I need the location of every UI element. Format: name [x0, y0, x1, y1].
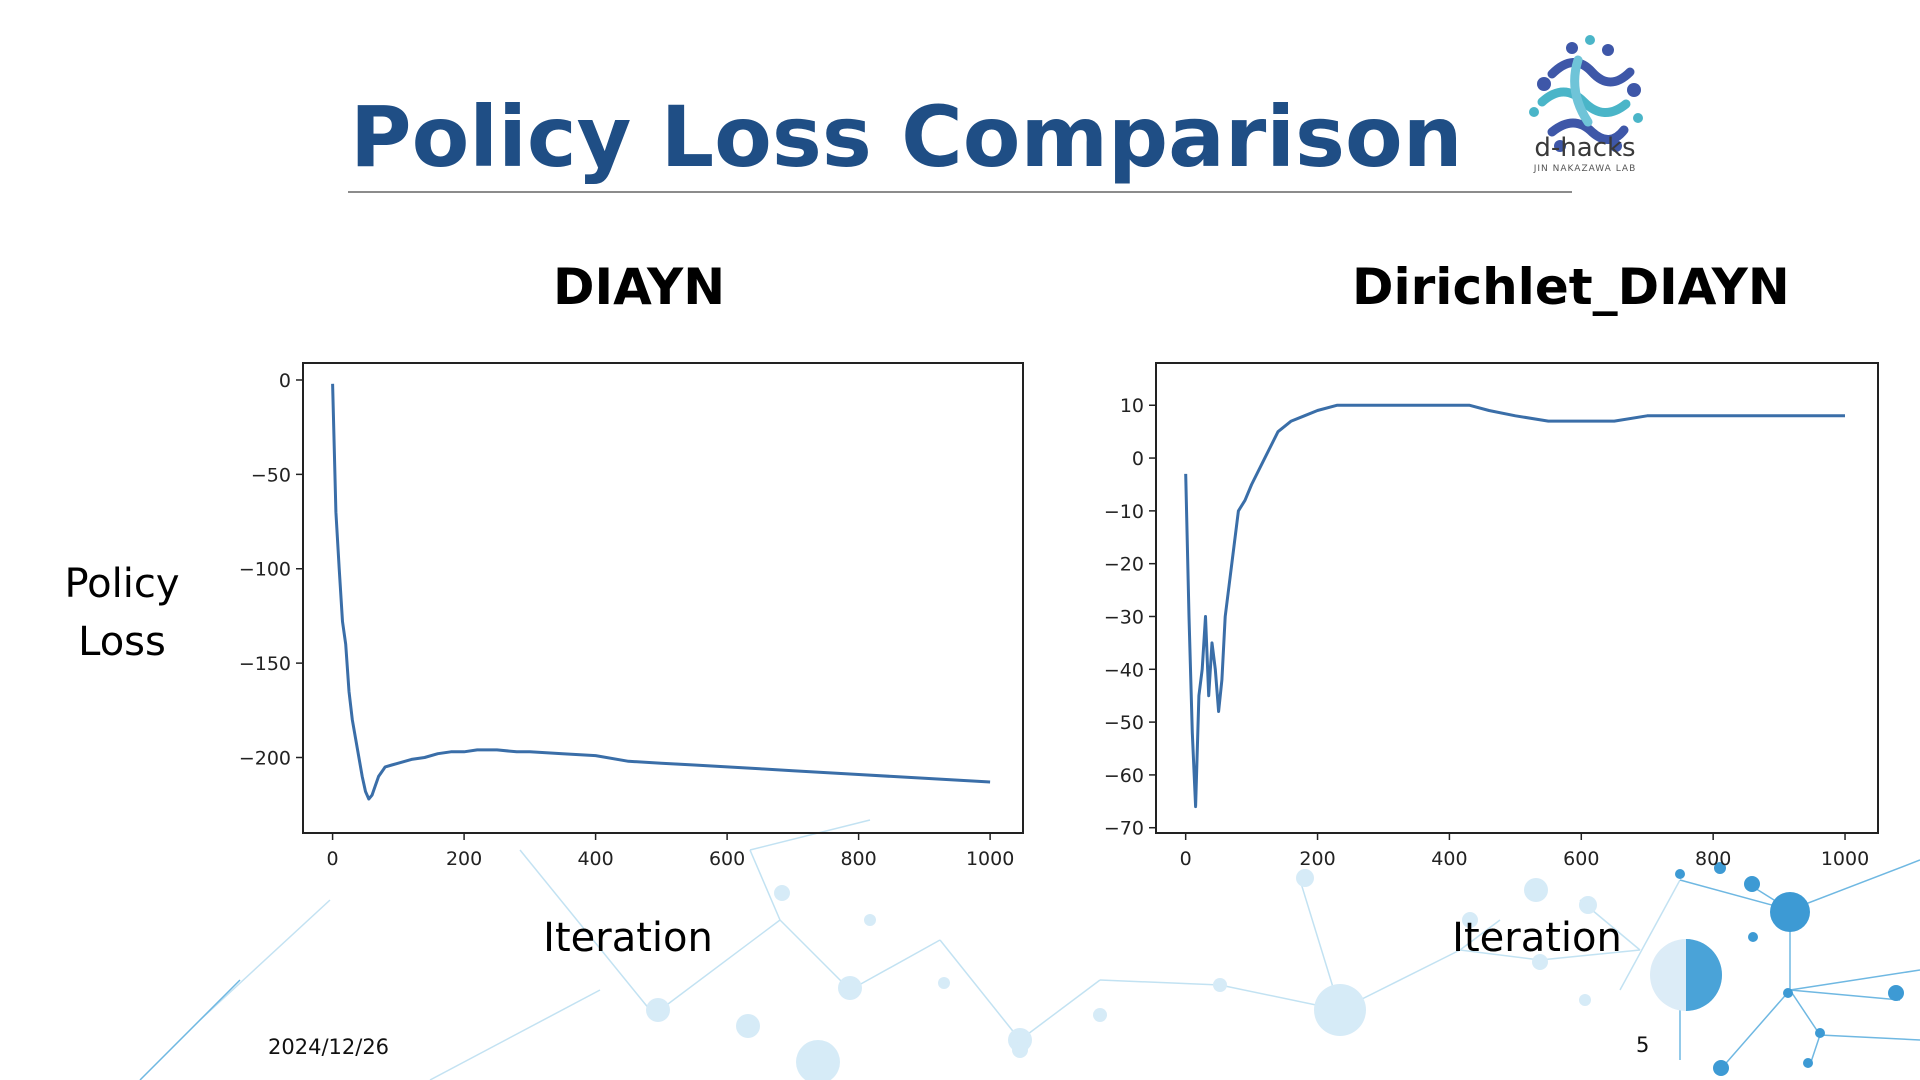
y-tick-label: −150 — [239, 653, 291, 675]
dirichlet-diayn-policy-loss-chart: 0 200 400 600 800 1000 10 0 −10 −20 −30 −40 −50 −60 −7… — [1104, 362, 1879, 870]
y-tick-label: −20 — [1104, 554, 1144, 576]
chart-title-dirichlet-diayn: Dirichlet_DIAYN — [1352, 258, 1790, 316]
x-tick-label: 600 — [1563, 848, 1599, 870]
plot-frame-0 — [302, 362, 1024, 834]
x-tick-label: 1000 — [966, 848, 1014, 870]
y-tick-label: −200 — [239, 747, 291, 769]
x-tick-label: 800 — [840, 848, 876, 870]
chart-title-diayn: DIAYN — [553, 258, 726, 316]
y-tick-label: −40 — [1104, 659, 1144, 681]
x-tick-label: 400 — [1431, 848, 1467, 870]
footer-date: 2024/12/26 — [268, 1035, 390, 1059]
x-axis-label-right: Iteration — [1452, 915, 1622, 961]
y-tick-label: −100 — [239, 559, 291, 581]
y-tick-label: 10 — [1120, 395, 1144, 417]
series-line-1 — [1184, 403, 1845, 809]
y-axis-label: Policy Loss — [64, 561, 180, 665]
y-tick-label: 0 — [1132, 448, 1144, 470]
x-tick-label: 200 — [1299, 848, 1335, 870]
x-axis-label-left: Iteration — [543, 915, 713, 961]
y-tick-label: −50 — [251, 464, 291, 486]
title-divider — [348, 191, 1572, 193]
diayn-policy-loss-chart: 0 200 400 600 800 1000 0 −50 −100 −150 −200 — [239, 362, 1024, 870]
page-number: 5 — [1636, 1033, 1650, 1057]
y-tick-label: −70 — [1104, 818, 1144, 840]
y-tick-label: −60 — [1104, 765, 1144, 787]
y-tick-label: 0 — [279, 370, 291, 392]
x-tick-label: 600 — [709, 848, 745, 870]
logo-subtitle: JIN NAKAZAWA LAB — [1533, 164, 1637, 174]
x-tick-label: 400 — [577, 848, 613, 870]
x-tick-label: 0 — [327, 848, 339, 870]
d-hacks-logo-icon — [1529, 35, 1643, 152]
series-line-0 — [331, 383, 991, 801]
x-tick-label: 0 — [1180, 848, 1192, 870]
logo-name: d-hacks — [1534, 133, 1636, 163]
x-tick-label: 800 — [1695, 848, 1731, 870]
y-tick-label: −30 — [1104, 606, 1144, 628]
x-tick-label: 1000 — [1821, 848, 1869, 870]
y-tick-label: −50 — [1104, 712, 1144, 734]
slide-title: Policy Loss Comparison — [350, 88, 1463, 186]
plot-frame-1 — [1155, 362, 1879, 834]
x-tick-label: 200 — [446, 848, 482, 870]
y-tick-label: −10 — [1104, 501, 1144, 523]
